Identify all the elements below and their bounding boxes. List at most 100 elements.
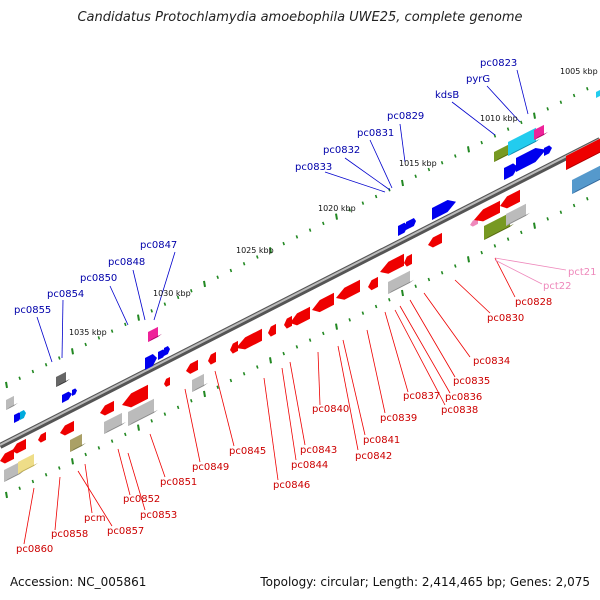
gene-feature[interactable]	[428, 232, 442, 248]
gene-label-pc0839[interactable]: pc0839	[380, 413, 417, 424]
gene-feature[interactable]	[484, 212, 514, 240]
gene-feature[interactable]	[506, 203, 530, 226]
gene-feature[interactable]	[72, 388, 77, 396]
gene-feature[interactable]	[100, 400, 114, 416]
gene-label-pc0841[interactable]: pc0842	[355, 451, 392, 462]
tick-mark	[97, 446, 101, 450]
gene-feature[interactable]	[398, 222, 408, 236]
gene-feature[interactable]	[596, 90, 600, 98]
gene-label-pcm[interactable]: pc0857	[107, 526, 144, 537]
gene-feature[interactable]	[208, 351, 216, 365]
gene-feature[interactable]	[368, 276, 378, 291]
gene-feature[interactable]	[312, 292, 334, 313]
gene-feature[interactable]	[12, 438, 26, 454]
gene-feature[interactable]	[164, 376, 170, 387]
gene-label-pc0830[interactable]: pc0830	[487, 313, 524, 324]
gene-feature[interactable]	[4, 461, 24, 482]
gene-feature[interactable]	[410, 218, 416, 228]
gene-feature[interactable]	[192, 373, 208, 392]
gene-feature[interactable]	[122, 384, 148, 408]
gene-feature[interactable]	[104, 412, 126, 434]
tick-mark	[335, 323, 338, 330]
gene-label-pc0860[interactable]: pc0860	[16, 544, 53, 555]
gene-label-pc0847[interactable]: pc0847	[140, 240, 177, 251]
gene-feature[interactable]	[230, 340, 238, 354]
tick-mark	[44, 472, 48, 477]
gene-feature[interactable]	[516, 148, 546, 172]
gene-label-pc0851[interactable]: pc0851	[160, 477, 197, 488]
gene-feature[interactable]	[336, 279, 360, 300]
gene-label-pc0855[interactable]: pc0855	[14, 305, 51, 316]
gene-label-pc0823[interactable]: pc0823	[480, 58, 517, 69]
gene-label-pc0846[interactable]: pc0845	[229, 446, 266, 457]
leader-line	[409, 299, 456, 378]
gene-feature[interactable]	[544, 145, 552, 156]
tick-mark	[150, 309, 153, 313]
gene-feature[interactable]	[388, 270, 414, 294]
gene-label-pc0835[interactable]: pc0835	[453, 376, 490, 387]
gene-label-pyrG[interactable]: pyrG	[466, 74, 490, 85]
gene-feature[interactable]	[290, 306, 310, 326]
tick-mark	[176, 405, 180, 410]
gene-label-kdsB[interactable]: kdsB	[435, 90, 459, 101]
gene-feature[interactable]	[70, 433, 86, 452]
gene-label-pc0854[interactable]: pc0854	[47, 289, 84, 300]
gene-label-pc0831[interactable]: pc0831	[357, 128, 394, 139]
tick-mark	[427, 167, 431, 172]
gene-label-pc0849[interactable]: pc0849	[192, 462, 229, 473]
gene-label-pct22[interactable]: pct22	[543, 281, 572, 292]
gene-label-pc0834[interactable]: pc0834	[473, 356, 510, 367]
gene-feature[interactable]	[6, 395, 18, 410]
gene-label-pc0842[interactable]: pc0840	[312, 404, 349, 415]
gene-label-pc0852[interactable]: pc0853	[140, 510, 177, 521]
gene-label-pc0858[interactable]: pc0858	[51, 529, 88, 540]
gene-feature[interactable]	[148, 326, 162, 342]
gene-label-pc0838[interactable]: pc0837	[403, 391, 440, 402]
gene-label-pc0828[interactable]: pc0828	[515, 297, 552, 308]
gene-feature[interactable]	[18, 453, 38, 474]
gene-feature[interactable]	[504, 163, 518, 180]
gene-feature[interactable]	[38, 431, 46, 443]
gene-feature[interactable]	[60, 420, 74, 436]
gene-label-pc0844[interactable]: pc0844	[291, 460, 328, 471]
gene-feature[interactable]	[56, 371, 70, 387]
gene-feature[interactable]	[474, 200, 500, 222]
gene-label-pc0843[interactable]: pc0843	[300, 445, 337, 456]
gene-feature[interactable]	[128, 398, 158, 426]
gene-label-pc0840[interactable]: pc0841	[363, 435, 400, 446]
gene-feature[interactable]	[186, 359, 198, 374]
genome-backbone-highlight	[0, 138, 600, 446]
gene-feature[interactable]	[534, 124, 548, 140]
gene-feature[interactable]	[432, 200, 456, 220]
gene-feature[interactable]	[236, 328, 262, 350]
gene-label-pc0848[interactable]: pc0848	[108, 257, 145, 268]
tick-mark	[308, 228, 312, 232]
gene-label-pc0853[interactable]: pc0852	[123, 494, 160, 505]
gene-feature[interactable]	[566, 138, 600, 170]
gene-label-pc0829[interactable]: pc0829	[387, 111, 424, 122]
label-leaders	[23, 69, 567, 545]
tick-mark	[229, 268, 233, 273]
gene-label-pct21[interactable]: pct21	[568, 267, 597, 278]
gene-feature[interactable]	[380, 253, 404, 274]
gene-label-pc0850[interactable]: pc0850	[80, 273, 117, 284]
kbp-label-1020: 1020 kbp	[318, 204, 356, 213]
gene-label-pc0845[interactable]: pc0846	[273, 480, 310, 491]
gene-feature[interactable]	[0, 448, 14, 464]
gene-label-pc0857[interactable]: pcm	[84, 513, 106, 524]
gene-feature[interactable]	[284, 315, 292, 329]
gene-feature[interactable]	[500, 189, 520, 209]
gene-label-pc0837[interactable]: pc0838	[441, 405, 478, 416]
gene-label-pc0833[interactable]: pc0833	[295, 162, 332, 173]
gene-feature[interactable]	[20, 410, 26, 420]
gene-feature[interactable]	[404, 253, 412, 267]
gene-label-pc0836[interactable]: pc0836	[445, 392, 482, 403]
gene-feature[interactable]	[508, 127, 540, 156]
gene-label-pc0832[interactable]: pc0832	[323, 145, 360, 156]
gene-feature[interactable]	[62, 391, 72, 403]
gene-feature[interactable]	[572, 165, 600, 194]
gene-feature[interactable]	[268, 323, 276, 337]
gene-feature[interactable]	[145, 354, 157, 370]
gene-feature[interactable]	[164, 346, 170, 356]
tick-mark	[493, 244, 497, 248]
